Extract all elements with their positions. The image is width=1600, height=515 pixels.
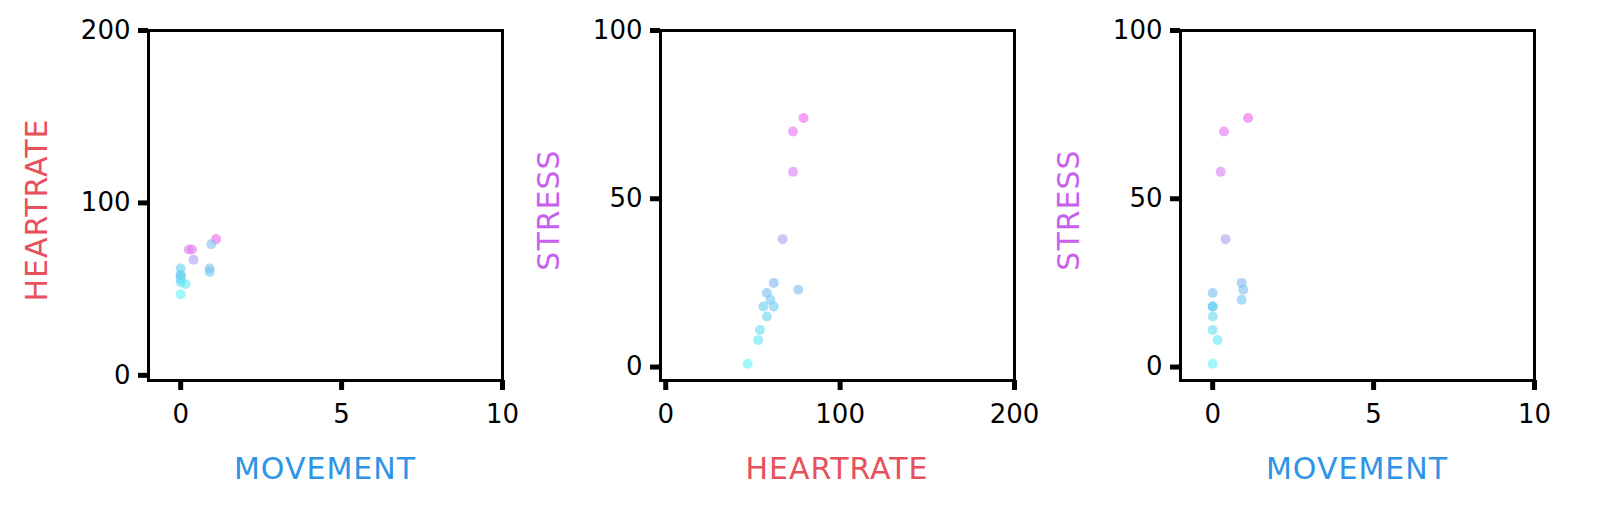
svg-text:0: 0 [1146,351,1163,381]
svg-text:5: 5 [333,399,350,429]
svg-text:200: 200 [81,15,131,45]
svg-text:100: 100 [81,187,131,217]
svg-text:10: 10 [1518,399,1551,429]
html-text:HEARTRATE: HEARTRATE [18,118,54,302]
svg-text:5: 5 [1365,399,1382,429]
svg-text:100: 100 [815,399,865,429]
svg-text:100: 100 [593,15,643,45]
html-text:MOVEMENT: MOVEMENT [1266,450,1448,486]
svg-text:50: 50 [609,183,642,213]
svg-text:0: 0 [1204,399,1221,429]
html-text:STRESS: STRESS [530,149,566,271]
html-text:MOVEMENT: MOVEMENT [234,450,416,486]
svg-text:0: 0 [172,399,189,429]
html-text:STRESS: STRESS [1050,149,1086,271]
svg-text:100: 100 [1113,15,1163,45]
svg-text:0: 0 [657,399,674,429]
svg-text:0: 0 [626,351,643,381]
html-text:HEARTRATE: HEARTRATE [745,450,929,486]
svg-text:10: 10 [486,399,519,429]
svg-text:50: 50 [1129,183,1162,213]
svg-text:0: 0 [114,360,131,390]
svg-text:200: 200 [990,399,1040,429]
